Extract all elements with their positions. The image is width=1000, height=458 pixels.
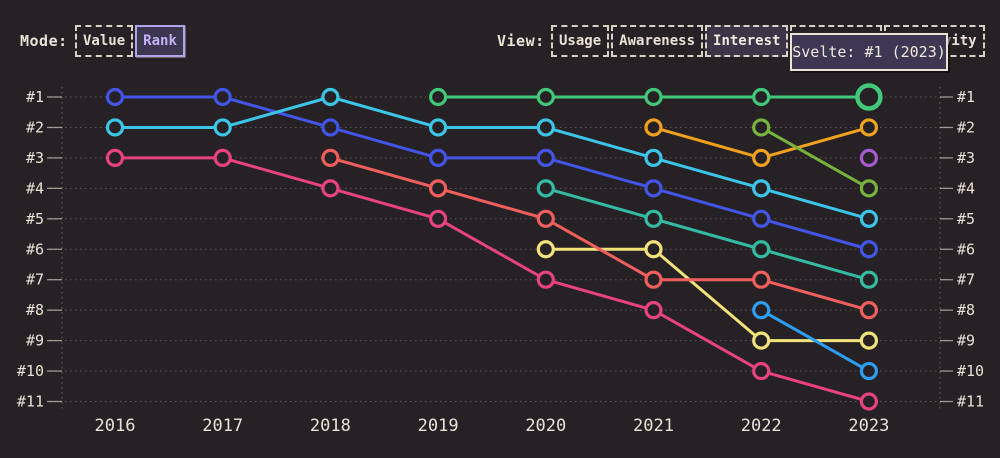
data-point-teal[interactable] xyxy=(859,270,879,289)
series-line-olive xyxy=(759,125,871,190)
data-point-indigo[interactable] xyxy=(429,148,448,167)
series-line-azure xyxy=(759,308,871,373)
series-line-pink xyxy=(113,156,871,403)
rank-label-left: #11 xyxy=(17,393,44,411)
series-line-teal xyxy=(544,186,871,282)
data-point-yellow[interactable] xyxy=(536,240,555,259)
data-point-cyan[interactable] xyxy=(859,209,879,228)
data-point-purple[interactable] xyxy=(859,148,879,167)
year-label: 2022 xyxy=(741,416,782,436)
data-point-green-svelte[interactable] xyxy=(752,87,771,107)
data-point-azure[interactable] xyxy=(752,301,771,320)
data-point-indigo[interactable] xyxy=(752,209,771,228)
data-point-salmon[interactable] xyxy=(859,301,879,320)
highlighted-data-point-green-svelte[interactable] xyxy=(855,83,883,111)
rank-label-right: #11 xyxy=(957,393,984,411)
data-point-azure[interactable] xyxy=(859,361,879,381)
view-label: View: xyxy=(497,32,545,50)
data-point-green-svelte[interactable] xyxy=(644,87,663,107)
rank-label-left: #6 xyxy=(26,240,44,258)
data-point-pink[interactable] xyxy=(105,148,125,167)
rank-label-right: #3 xyxy=(957,149,975,167)
data-point-pink[interactable] xyxy=(644,301,663,320)
year-label: 2018 xyxy=(310,416,351,436)
data-point-olive[interactable] xyxy=(859,179,879,198)
rank-label-left: #4 xyxy=(26,179,44,197)
data-point-yellow[interactable] xyxy=(752,331,771,350)
data-point-teal[interactable] xyxy=(752,240,771,259)
data-point-salmon[interactable] xyxy=(644,270,663,289)
data-point-pink[interactable] xyxy=(429,209,448,228)
data-point-salmon[interactable] xyxy=(536,209,555,228)
data-point-teal[interactable] xyxy=(644,209,663,228)
data-point-salmon[interactable] xyxy=(752,270,771,289)
rank-label-right: #9 xyxy=(957,332,975,350)
rank-label-left: #10 xyxy=(17,362,44,380)
rank-label-right: #10 xyxy=(957,362,984,380)
data-point-orange[interactable] xyxy=(644,118,663,137)
mode-label: Mode: xyxy=(20,32,68,50)
year-label: 2019 xyxy=(418,416,459,436)
data-point-cyan[interactable] xyxy=(213,118,232,137)
year-label: 2020 xyxy=(525,416,566,436)
series-line-indigo xyxy=(113,95,871,251)
view-option-usage[interactable]: Usage xyxy=(551,25,610,57)
data-point-green-svelte[interactable] xyxy=(536,87,555,107)
rank-label-right: #1 xyxy=(957,88,975,106)
rank-label-left: #1 xyxy=(26,88,44,106)
data-point-indigo[interactable] xyxy=(105,87,125,107)
mode-toggle: Value Rank xyxy=(75,25,185,57)
mode-option-rank[interactable]: Rank xyxy=(135,25,185,57)
data-point-indigo[interactable] xyxy=(321,118,340,137)
data-point-cyan[interactable] xyxy=(644,148,663,167)
data-point-cyan[interactable] xyxy=(536,118,555,137)
data-point-olive[interactable] xyxy=(752,118,771,137)
data-point-yellow[interactable] xyxy=(859,331,879,350)
year-label: 2023 xyxy=(848,416,889,436)
data-point-pink[interactable] xyxy=(213,148,232,167)
year-label: 2017 xyxy=(202,416,243,436)
rank-label-right: #6 xyxy=(957,240,975,258)
data-point-indigo[interactable] xyxy=(644,179,663,198)
data-point-pink[interactable] xyxy=(321,179,340,198)
data-point-green-svelte[interactable] xyxy=(429,87,448,107)
rank-label-left: #5 xyxy=(26,210,44,228)
data-point-indigo[interactable] xyxy=(536,148,555,167)
tooltip: Svelte: #1 (2023) xyxy=(790,33,948,71)
series-line-salmon xyxy=(328,156,871,312)
data-point-salmon[interactable] xyxy=(429,179,448,198)
data-point-indigo[interactable] xyxy=(859,240,879,259)
data-point-cyan[interactable] xyxy=(105,118,125,137)
rank-label-left: #7 xyxy=(26,271,44,289)
data-point-indigo[interactable] xyxy=(213,87,232,107)
rank-label-left: #9 xyxy=(26,332,44,350)
data-point-pink[interactable] xyxy=(859,392,879,411)
data-point-pink[interactable] xyxy=(752,361,771,381)
data-point-cyan[interactable] xyxy=(429,118,448,137)
data-point-teal[interactable] xyxy=(536,179,555,198)
rank-label-left: #8 xyxy=(26,301,44,319)
view-option-interest[interactable]: Interest xyxy=(705,25,789,57)
data-point-cyan[interactable] xyxy=(752,179,771,198)
series-line-cyan xyxy=(113,95,871,221)
rank-label-right: #4 xyxy=(957,179,975,197)
year-label: 2016 xyxy=(95,416,136,436)
data-point-salmon[interactable] xyxy=(321,148,340,167)
view-option-awareness[interactable]: Awareness xyxy=(611,25,704,57)
data-point-pink[interactable] xyxy=(536,270,555,289)
mode-option-value[interactable]: Value xyxy=(75,25,134,57)
rank-label-left: #3 xyxy=(26,149,44,167)
data-point-orange[interactable] xyxy=(752,148,771,167)
year-label: 2021 xyxy=(633,416,674,436)
data-point-orange[interactable] xyxy=(859,118,879,137)
rank-label-right: #5 xyxy=(957,210,975,228)
rank-label-right: #7 xyxy=(957,271,975,289)
rank-label-right: #2 xyxy=(957,118,975,136)
data-point-yellow[interactable] xyxy=(644,240,663,259)
rank-label-right: #8 xyxy=(957,301,975,319)
data-point-cyan[interactable] xyxy=(321,87,340,107)
rank-label-left: #2 xyxy=(26,118,44,136)
